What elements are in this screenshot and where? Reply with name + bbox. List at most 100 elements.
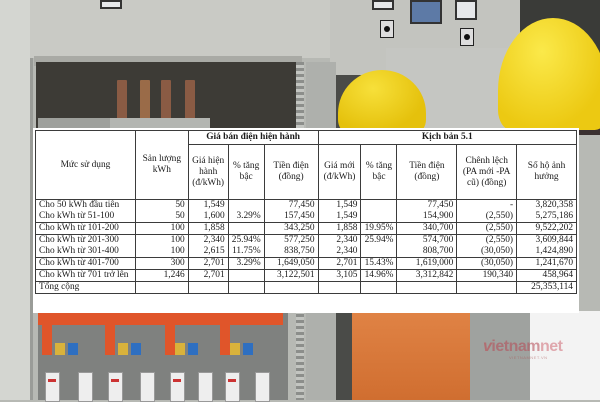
cell-current-pct: 25.94% (227, 234, 265, 246)
cell-new-pct: 14.96% (360, 269, 398, 282)
cell-new-bill: 1,619,000 (396, 257, 458, 270)
cell-new-pct (360, 211, 398, 223)
digital-meter (410, 0, 442, 24)
current-transformer (55, 343, 65, 355)
cell-difference: (2,550) (456, 222, 518, 235)
cell-households: 5,275,186 (516, 211, 577, 223)
table-row: Cho 50 kWh đầu tiên 50 1,549 77,450 1,54… (35, 199, 577, 211)
cell-volume: 300 (134, 257, 189, 270)
cell-current-price: 1,549 (187, 199, 229, 211)
cell-empty (227, 281, 265, 294)
cell-usage: Cho kWh từ 301-400 (35, 246, 136, 258)
cell-empty (396, 281, 458, 294)
cell-volume: 100 (134, 246, 189, 258)
cell-current-bill: 77,450 (263, 199, 319, 211)
circuit-breaker (170, 372, 185, 402)
cell-current-bill: 343,250 (263, 222, 319, 235)
orange-busbar (38, 313, 283, 325)
vietnamnet-watermark: vietnamnet VIETNAMNET.VN (483, 338, 563, 360)
worker-white-shirt (530, 311, 600, 400)
table-row: Cho kWh từ 701 trở lên 1,246 2,701 3,122… (35, 269, 577, 282)
circuit-breaker (225, 372, 240, 402)
header-current-pct: % tăng bậc (227, 144, 265, 200)
table-row: Cho kWh từ 101-200 100 1,858 343,250 1,8… (35, 222, 577, 235)
cell-difference: (2,550) (456, 234, 518, 246)
meter-gauge (455, 0, 477, 20)
cell-new-price: 2,340 (317, 246, 362, 258)
circuit-breaker (140, 372, 155, 402)
cell-current-bill: 577,250 (263, 234, 319, 246)
watermark-domain: VIETNAMNET.VN (509, 355, 548, 360)
cell-difference: (2,550) (456, 211, 518, 223)
busbar (117, 80, 127, 130)
cell-new-price: 3,105 (317, 269, 362, 282)
cell-total-label: Tổng cộng (35, 281, 136, 294)
cell-volume: 50 (134, 199, 189, 211)
cell-new-bill: 340,700 (396, 222, 458, 235)
cell-households: 3,609,844 (516, 234, 577, 246)
header-new-price: Giá mới (đ/kWh) (317, 144, 362, 200)
cell-difference: 190,340 (456, 269, 518, 282)
cell-new-price: 1,858 (317, 222, 362, 235)
worker-helmet (498, 18, 600, 130)
cell-empty (360, 281, 398, 294)
cell-households: 9,522,202 (516, 222, 577, 235)
cell-current-bill: 157,450 (263, 211, 319, 223)
cell-empty (134, 281, 189, 294)
watermark-v: v (483, 338, 492, 355)
cell-usage: Cho kWh từ 201-300 (35, 234, 136, 246)
cell-current-price: 2,340 (187, 234, 229, 246)
price-comparison-table: Mức sử dụng Sản lượng kWh Giá bán điện h… (35, 130, 578, 294)
circuit-breaker (78, 372, 93, 402)
cell-usage: Cho kWh từ 401-700 (35, 257, 136, 270)
current-transformer (131, 343, 141, 355)
header-difference: Chênh lệch (PA mới -PA cũ) (đồng) (456, 144, 518, 200)
cell-current-bill: 838,750 (263, 246, 319, 258)
cell-usage: Cho kWh từ 701 trở lên (35, 269, 136, 282)
worker-uniform (352, 311, 470, 400)
cell-households: 1,241,670 (516, 257, 577, 270)
header-households: Số hộ ảnh hưởng (516, 144, 577, 200)
cabinet-frame (0, 0, 33, 400)
busbar (161, 80, 171, 130)
current-transformer (188, 343, 198, 355)
cell-new-price: 2,701 (317, 257, 362, 270)
cell-current-pct (227, 222, 265, 235)
cell-usage: Cho kWh từ 51-100 (35, 211, 136, 223)
cell-volume: 1,246 (134, 269, 189, 282)
table-row: Cho kWh từ 201-300 100 2,340 25.94% 577,… (35, 234, 577, 246)
cell-new-price: 2,340 (317, 234, 362, 246)
current-transformer (68, 343, 78, 355)
busbar (140, 80, 150, 130)
cell-new-bill: 3,312,842 (396, 269, 458, 282)
cell-current-price: 2,615 (187, 246, 229, 258)
cell-empty (187, 281, 229, 294)
cell-current-pct: 3.29% (227, 257, 265, 270)
table-row: Cho kWh từ 401-700 300 2,701 3.29% 1,649… (35, 257, 577, 270)
cell-current-pct: 3.29% (227, 211, 265, 223)
current-transformer (175, 343, 185, 355)
cell-difference: - (456, 199, 518, 211)
cabinet-door-lip (34, 56, 302, 66)
cell-new-pct: 15.43% (360, 257, 398, 270)
electricity-price-table: Mức sử dụng Sản lượng kWh Giá bán điện h… (33, 128, 579, 313)
cell-current-pct: 11.75% (227, 246, 265, 258)
worker-helmet (338, 70, 426, 132)
header-volume: Sản lượng kWh (134, 130, 189, 200)
cell-current-bill: 3,122,501 (263, 269, 319, 282)
cell-new-pct (360, 199, 398, 211)
watermark-ietnam: ietnam (491, 338, 540, 355)
cell-current-pct (227, 199, 265, 211)
cell-usage: Cho 50 kWh đầu tiên (35, 199, 136, 211)
cell-households: 1,424,890 (516, 246, 577, 258)
header-new-pct: % tăng bậc (360, 144, 398, 200)
cell-current-pct (227, 269, 265, 282)
table-row: Cho kWh từ 51-100 50 1,600 3.29% 157,450… (35, 211, 577, 223)
cell-empty (317, 281, 362, 294)
cell-difference: (30,050) (456, 246, 518, 258)
cell-current-price: 2,701 (187, 269, 229, 282)
circuit-breaker (198, 372, 213, 402)
orange-post (165, 325, 175, 355)
current-transformer (243, 343, 253, 355)
cell-new-price: 1,549 (317, 211, 362, 223)
